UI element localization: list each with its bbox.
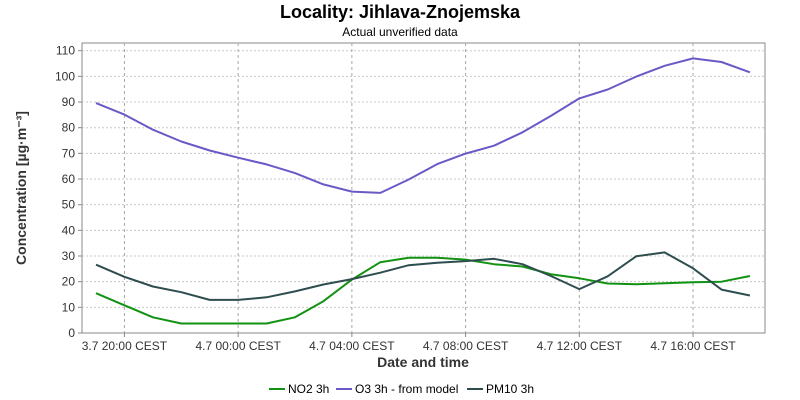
legend: NO2 3h O3 3h - from model PM10 3h: [269, 382, 534, 396]
series-line-1: [95, 57, 751, 194]
legend-label-2: PM10 3h: [486, 382, 534, 396]
y-tick-label: 40: [62, 223, 76, 237]
legend-label-1: O3 3h - from model: [355, 382, 458, 396]
legend-label-0: NO2 3h: [288, 382, 329, 396]
y-tick-label: 10: [62, 300, 76, 314]
x-tick-label: 4.7 16:00 CEST: [650, 339, 736, 353]
x-tick-label: 3.7 20:00 CEST: [82, 339, 168, 353]
y-axis-label: Concentration [µg·m⁻³]: [13, 111, 29, 265]
y-tick-label: 110: [56, 44, 75, 58]
y-tick-label: 20: [62, 275, 76, 289]
series-line-0: [95, 256, 751, 325]
x-axis: 3.7 20:00 CEST 4.7 00:00 CEST 4.7 04:00 CE…: [82, 333, 736, 353]
x-tick-label: 4.7 08:00 CEST: [423, 339, 509, 353]
y-tick-label: 90: [62, 95, 76, 109]
plot-area: [81, 42, 766, 334]
series-line-2: [95, 251, 751, 301]
grid: [82, 43, 765, 333]
y-tick-label: 0: [68, 326, 75, 340]
y-tick-label: 80: [62, 121, 76, 135]
series-lines: [95, 57, 751, 325]
x-axis-label: Date and time: [377, 354, 469, 370]
x-tick-label: 4.7 00:00 CEST: [195, 339, 281, 353]
x-tick-label: 4.7 04:00 CEST: [309, 339, 395, 353]
chart-title: Locality: Jihlava-Znojemska: [280, 2, 521, 22]
y-tick-label: 50: [62, 198, 76, 212]
y-tick-label: 70: [62, 146, 76, 160]
x-tick-label: 4.7 12:00 CEST: [537, 339, 623, 353]
y-tick-label: 30: [62, 249, 76, 263]
y-axis: 0 10 20 30 40 50 60 70 80 90 100 110: [55, 44, 82, 340]
y-tick-label: 100: [55, 69, 75, 83]
y-tick-label: 60: [62, 172, 76, 186]
chart-subtitle: Actual unverified data: [342, 25, 458, 39]
